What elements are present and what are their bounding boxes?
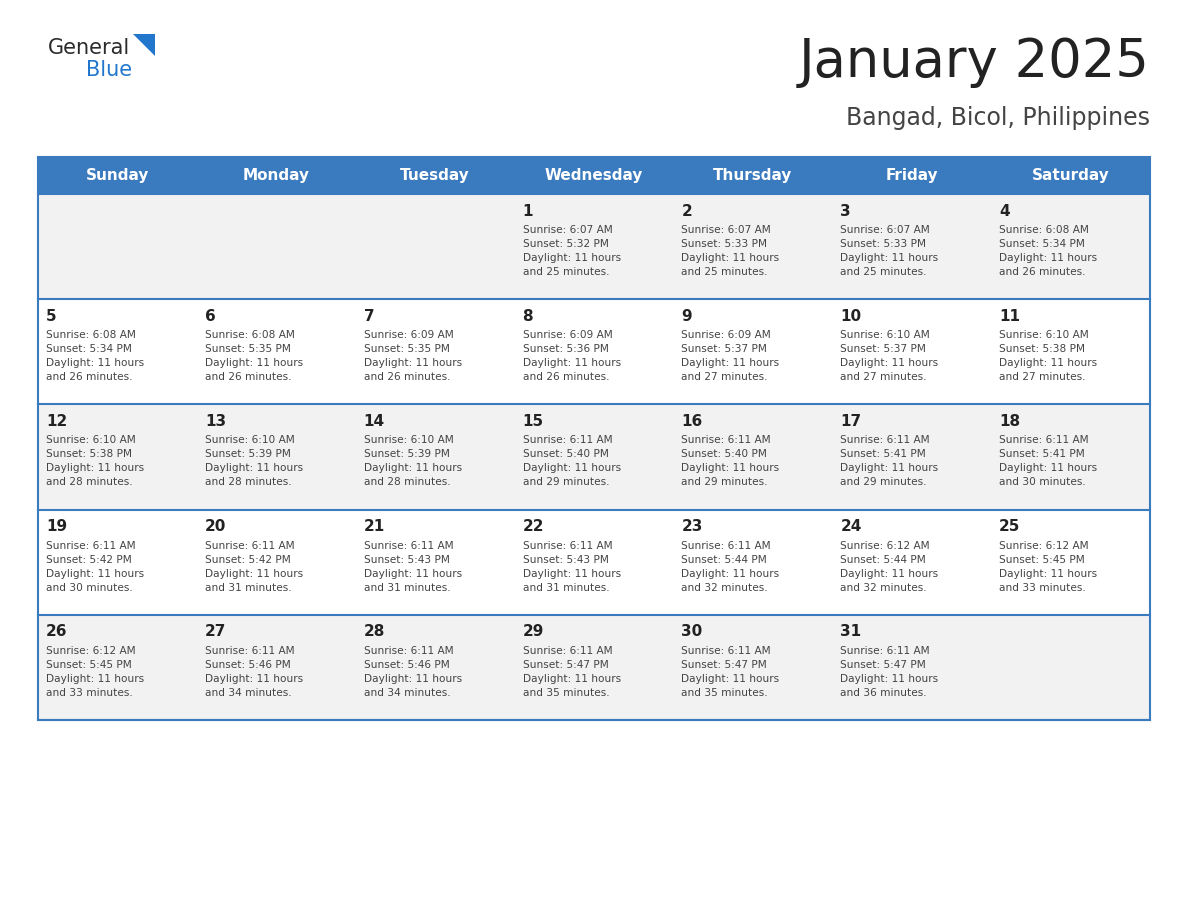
Text: 25: 25 xyxy=(999,519,1020,534)
Text: Sunrise: 6:11 AM
Sunset: 5:41 PM
Daylight: 11 hours
and 29 minutes.: Sunrise: 6:11 AM Sunset: 5:41 PM Dayligh… xyxy=(840,435,939,487)
Text: Sunrise: 6:08 AM
Sunset: 5:34 PM
Daylight: 11 hours
and 26 minutes.: Sunrise: 6:08 AM Sunset: 5:34 PM Dayligh… xyxy=(999,225,1098,277)
Text: 12: 12 xyxy=(46,414,68,429)
Text: 10: 10 xyxy=(840,308,861,324)
Text: 24: 24 xyxy=(840,519,861,534)
Text: Saturday: Saturday xyxy=(1031,168,1110,183)
Text: Sunrise: 6:10 AM
Sunset: 5:37 PM
Daylight: 11 hours
and 27 minutes.: Sunrise: 6:10 AM Sunset: 5:37 PM Dayligh… xyxy=(840,330,939,382)
Text: Sunrise: 6:11 AM
Sunset: 5:41 PM
Daylight: 11 hours
and 30 minutes.: Sunrise: 6:11 AM Sunset: 5:41 PM Dayligh… xyxy=(999,435,1098,487)
Text: 14: 14 xyxy=(364,414,385,429)
Text: Sunrise: 6:07 AM
Sunset: 5:33 PM
Daylight: 11 hours
and 25 minutes.: Sunrise: 6:07 AM Sunset: 5:33 PM Dayligh… xyxy=(682,225,779,277)
Bar xyxy=(38,405,1150,509)
Text: 18: 18 xyxy=(999,414,1020,429)
Text: 17: 17 xyxy=(840,414,861,429)
Text: Sunrise: 6:11 AM
Sunset: 5:40 PM
Daylight: 11 hours
and 29 minutes.: Sunrise: 6:11 AM Sunset: 5:40 PM Dayligh… xyxy=(682,435,779,487)
Text: Sunrise: 6:08 AM
Sunset: 5:35 PM
Daylight: 11 hours
and 26 minutes.: Sunrise: 6:08 AM Sunset: 5:35 PM Dayligh… xyxy=(204,330,303,382)
Bar xyxy=(38,194,1150,299)
Text: Sunrise: 6:11 AM
Sunset: 5:46 PM
Daylight: 11 hours
and 34 minutes.: Sunrise: 6:11 AM Sunset: 5:46 PM Dayligh… xyxy=(364,645,462,698)
Text: Friday: Friday xyxy=(885,168,939,183)
Text: Blue: Blue xyxy=(86,60,132,80)
Text: 3: 3 xyxy=(840,204,851,218)
Text: Sunrise: 6:11 AM
Sunset: 5:43 PM
Daylight: 11 hours
and 31 minutes.: Sunrise: 6:11 AM Sunset: 5:43 PM Dayligh… xyxy=(364,541,462,593)
Text: 23: 23 xyxy=(682,519,703,534)
Text: 29: 29 xyxy=(523,624,544,639)
Text: Sunrise: 6:07 AM
Sunset: 5:32 PM
Daylight: 11 hours
and 25 minutes.: Sunrise: 6:07 AM Sunset: 5:32 PM Dayligh… xyxy=(523,225,620,277)
Text: 6: 6 xyxy=(204,308,215,324)
Text: 31: 31 xyxy=(840,624,861,639)
Text: Sunrise: 6:11 AM
Sunset: 5:42 PM
Daylight: 11 hours
and 31 minutes.: Sunrise: 6:11 AM Sunset: 5:42 PM Dayligh… xyxy=(204,541,303,593)
Text: Sunrise: 6:11 AM
Sunset: 5:40 PM
Daylight: 11 hours
and 29 minutes.: Sunrise: 6:11 AM Sunset: 5:40 PM Dayligh… xyxy=(523,435,620,487)
Bar xyxy=(38,615,1150,720)
Text: Sunrise: 6:11 AM
Sunset: 5:47 PM
Daylight: 11 hours
and 35 minutes.: Sunrise: 6:11 AM Sunset: 5:47 PM Dayligh… xyxy=(523,645,620,698)
Text: Sunrise: 6:11 AM
Sunset: 5:47 PM
Daylight: 11 hours
and 36 minutes.: Sunrise: 6:11 AM Sunset: 5:47 PM Dayligh… xyxy=(840,645,939,698)
Bar xyxy=(38,157,1150,194)
Text: Sunrise: 6:07 AM
Sunset: 5:33 PM
Daylight: 11 hours
and 25 minutes.: Sunrise: 6:07 AM Sunset: 5:33 PM Dayligh… xyxy=(840,225,939,277)
Text: Wednesday: Wednesday xyxy=(545,168,643,183)
Text: January 2025: January 2025 xyxy=(800,36,1150,88)
Text: Sunrise: 6:10 AM
Sunset: 5:38 PM
Daylight: 11 hours
and 28 minutes.: Sunrise: 6:10 AM Sunset: 5:38 PM Dayligh… xyxy=(46,435,144,487)
Text: Sunrise: 6:09 AM
Sunset: 5:36 PM
Daylight: 11 hours
and 26 minutes.: Sunrise: 6:09 AM Sunset: 5:36 PM Dayligh… xyxy=(523,330,620,382)
Text: 16: 16 xyxy=(682,414,702,429)
Text: 11: 11 xyxy=(999,308,1020,324)
Text: 15: 15 xyxy=(523,414,544,429)
Text: Sunrise: 6:11 AM
Sunset: 5:47 PM
Daylight: 11 hours
and 35 minutes.: Sunrise: 6:11 AM Sunset: 5:47 PM Dayligh… xyxy=(682,645,779,698)
Text: 19: 19 xyxy=(46,519,68,534)
Text: 20: 20 xyxy=(204,519,226,534)
Text: Tuesday: Tuesday xyxy=(400,168,470,183)
Text: Sunrise: 6:10 AM
Sunset: 5:38 PM
Daylight: 11 hours
and 27 minutes.: Sunrise: 6:10 AM Sunset: 5:38 PM Dayligh… xyxy=(999,330,1098,382)
Text: Sunday: Sunday xyxy=(86,168,150,183)
Text: Sunrise: 6:12 AM
Sunset: 5:45 PM
Daylight: 11 hours
and 33 minutes.: Sunrise: 6:12 AM Sunset: 5:45 PM Dayligh… xyxy=(46,645,144,698)
Text: Sunrise: 6:11 AM
Sunset: 5:42 PM
Daylight: 11 hours
and 30 minutes.: Sunrise: 6:11 AM Sunset: 5:42 PM Dayligh… xyxy=(46,541,144,593)
Text: 22: 22 xyxy=(523,519,544,534)
Bar xyxy=(38,299,1150,405)
Text: Sunrise: 6:11 AM
Sunset: 5:44 PM
Daylight: 11 hours
and 32 minutes.: Sunrise: 6:11 AM Sunset: 5:44 PM Dayligh… xyxy=(682,541,779,593)
Text: Bangad, Bicol, Philippines: Bangad, Bicol, Philippines xyxy=(846,106,1150,130)
Text: Thursday: Thursday xyxy=(713,168,792,183)
Text: 28: 28 xyxy=(364,624,385,639)
Text: 1: 1 xyxy=(523,204,533,218)
Text: 7: 7 xyxy=(364,308,374,324)
Text: 5: 5 xyxy=(46,308,57,324)
Text: 2: 2 xyxy=(682,204,693,218)
Bar xyxy=(38,157,1150,720)
Text: 4: 4 xyxy=(999,204,1010,218)
Polygon shape xyxy=(133,34,154,56)
Text: Sunrise: 6:11 AM
Sunset: 5:43 PM
Daylight: 11 hours
and 31 minutes.: Sunrise: 6:11 AM Sunset: 5:43 PM Dayligh… xyxy=(523,541,620,593)
Text: 21: 21 xyxy=(364,519,385,534)
Text: Sunrise: 6:09 AM
Sunset: 5:37 PM
Daylight: 11 hours
and 27 minutes.: Sunrise: 6:09 AM Sunset: 5:37 PM Dayligh… xyxy=(682,330,779,382)
Text: 9: 9 xyxy=(682,308,693,324)
Text: Sunrise: 6:09 AM
Sunset: 5:35 PM
Daylight: 11 hours
and 26 minutes.: Sunrise: 6:09 AM Sunset: 5:35 PM Dayligh… xyxy=(364,330,462,382)
Text: General: General xyxy=(48,38,131,58)
Text: 30: 30 xyxy=(682,624,702,639)
Text: Sunrise: 6:08 AM
Sunset: 5:34 PM
Daylight: 11 hours
and 26 minutes.: Sunrise: 6:08 AM Sunset: 5:34 PM Dayligh… xyxy=(46,330,144,382)
Text: 8: 8 xyxy=(523,308,533,324)
Text: 13: 13 xyxy=(204,414,226,429)
Text: Sunrise: 6:11 AM
Sunset: 5:46 PM
Daylight: 11 hours
and 34 minutes.: Sunrise: 6:11 AM Sunset: 5:46 PM Dayligh… xyxy=(204,645,303,698)
Text: 27: 27 xyxy=(204,624,226,639)
Text: Sunrise: 6:12 AM
Sunset: 5:45 PM
Daylight: 11 hours
and 33 minutes.: Sunrise: 6:12 AM Sunset: 5:45 PM Dayligh… xyxy=(999,541,1098,593)
Text: 26: 26 xyxy=(46,624,68,639)
Text: Monday: Monday xyxy=(242,168,310,183)
Text: Sunrise: 6:10 AM
Sunset: 5:39 PM
Daylight: 11 hours
and 28 minutes.: Sunrise: 6:10 AM Sunset: 5:39 PM Dayligh… xyxy=(204,435,303,487)
Text: Sunrise: 6:10 AM
Sunset: 5:39 PM
Daylight: 11 hours
and 28 minutes.: Sunrise: 6:10 AM Sunset: 5:39 PM Dayligh… xyxy=(364,435,462,487)
Text: Sunrise: 6:12 AM
Sunset: 5:44 PM
Daylight: 11 hours
and 32 minutes.: Sunrise: 6:12 AM Sunset: 5:44 PM Dayligh… xyxy=(840,541,939,593)
Bar xyxy=(38,509,1150,615)
